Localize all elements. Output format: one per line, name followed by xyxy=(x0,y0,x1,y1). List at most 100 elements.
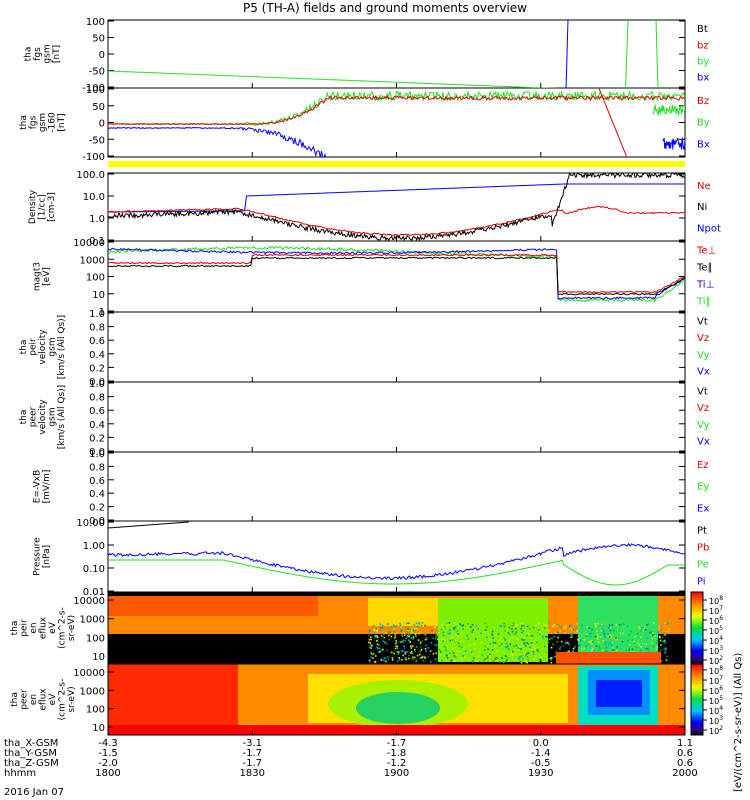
peir-speckle xyxy=(544,624,547,627)
peir-speckle xyxy=(628,649,630,651)
peir-speckle xyxy=(405,626,407,629)
peir-speckle xyxy=(663,632,665,635)
peir-speckle xyxy=(662,640,664,643)
peir-speckle xyxy=(512,624,515,627)
peir-speckle xyxy=(408,635,410,638)
peir-speckle xyxy=(401,635,404,637)
xtick-label: -1.8 xyxy=(387,748,407,759)
peir-speckle xyxy=(414,629,416,632)
peir-speckle xyxy=(524,652,527,655)
ytick-label: -100 xyxy=(82,83,105,94)
trace-Bz xyxy=(108,94,685,126)
peir-speckle xyxy=(370,647,372,649)
peir-speckle xyxy=(592,649,595,652)
peir-speckle xyxy=(441,639,443,642)
peir-speckle xyxy=(419,653,421,656)
peir-speckle xyxy=(405,658,408,661)
peir-speckle xyxy=(431,629,433,632)
legend-Te∥: Te∥ xyxy=(696,263,713,274)
peir-speckle xyxy=(612,629,615,632)
peir-speckle xyxy=(609,636,611,638)
peir-speckle xyxy=(397,651,399,653)
peir-speckle xyxy=(518,646,521,649)
peir-speckle xyxy=(371,645,374,647)
peir-speckle xyxy=(658,635,661,638)
ytick-label: 10 xyxy=(92,290,105,301)
peir-speckle xyxy=(404,651,406,653)
ytick-label: 0.6 xyxy=(89,336,105,347)
peir-speckle xyxy=(373,635,376,638)
peir-speckle xyxy=(647,623,650,625)
peir-speckle xyxy=(607,633,609,636)
peir-speckle xyxy=(529,646,531,649)
peir-speckle xyxy=(406,651,408,653)
peir-speckle xyxy=(663,648,666,650)
peir-speckle xyxy=(615,649,618,652)
peir-speckle xyxy=(526,625,529,628)
peir-speckle xyxy=(585,645,587,648)
peir-speckle xyxy=(615,646,618,649)
trace-Te-par xyxy=(108,256,685,296)
peir-speckle xyxy=(542,635,544,638)
peir-speckle xyxy=(642,629,645,632)
peir-speckle xyxy=(438,648,441,651)
peir-speckle xyxy=(594,623,596,625)
peir-speckle xyxy=(387,656,389,658)
peir-speckle xyxy=(393,624,395,626)
peir-speckle xyxy=(535,624,537,627)
peir-speckle xyxy=(578,630,581,632)
peir-speckle xyxy=(659,625,662,627)
peir-speckle xyxy=(591,628,593,631)
peir-speckle xyxy=(607,635,609,638)
peir-speckle xyxy=(388,638,391,641)
peir-speckle xyxy=(484,645,487,647)
peir-speckle xyxy=(502,661,505,664)
peir-speckle xyxy=(610,636,612,639)
peir-speckle xyxy=(372,653,375,656)
peir-speckle xyxy=(569,636,572,638)
legend-Vy: Vy xyxy=(697,420,710,431)
peir-speckle xyxy=(501,657,503,659)
peir-speckle xyxy=(515,631,518,633)
peir-speckle xyxy=(415,660,417,662)
peir-speckle xyxy=(374,628,376,631)
peir-speckle xyxy=(531,649,533,651)
peir-speckle xyxy=(384,641,386,643)
peir-speckle xyxy=(454,626,457,628)
peir-speckle xyxy=(422,659,425,662)
colorbar: 1081071061051041031021081071061051041031… xyxy=(690,591,744,792)
peir-speckle xyxy=(416,625,419,628)
peir-speckle xyxy=(523,636,525,639)
peir-speckle xyxy=(612,649,615,651)
peir-speckle xyxy=(499,640,502,642)
peir-speckle xyxy=(418,622,420,624)
peir-speckle xyxy=(591,628,594,630)
peir-speckle xyxy=(589,640,592,643)
peir-speckle xyxy=(532,657,535,660)
peir-speckle xyxy=(408,622,410,625)
peir-speckle xyxy=(571,650,574,653)
cb-tick-label: 108 xyxy=(709,595,723,606)
peir-speckle xyxy=(376,639,379,641)
ytick-label: 10.00 xyxy=(76,518,105,529)
peir-speckle xyxy=(382,648,384,651)
peir-speckle xyxy=(581,624,583,627)
peir-speckle xyxy=(499,661,501,663)
peir-speckle xyxy=(615,624,618,626)
panel-frame-peir-velocity xyxy=(107,311,686,383)
xtick-label: -3.1 xyxy=(242,738,262,749)
peir-speckle xyxy=(493,657,495,660)
peir-speckle xyxy=(408,633,410,636)
ylabel-line: gsm xyxy=(48,337,58,356)
peir-speckle xyxy=(559,630,561,632)
xtick-label: 1930 xyxy=(528,768,553,779)
peir-speckle xyxy=(493,626,495,629)
peir-speckle xyxy=(486,626,489,628)
peir-speckle xyxy=(520,655,522,657)
legend-Ni: Ni xyxy=(697,202,707,213)
peir-speckle xyxy=(460,640,463,643)
peir-speckle xyxy=(537,629,540,631)
peir-speckle xyxy=(425,650,427,652)
peir-speckle xyxy=(609,629,611,631)
peir-speckle xyxy=(524,645,527,647)
